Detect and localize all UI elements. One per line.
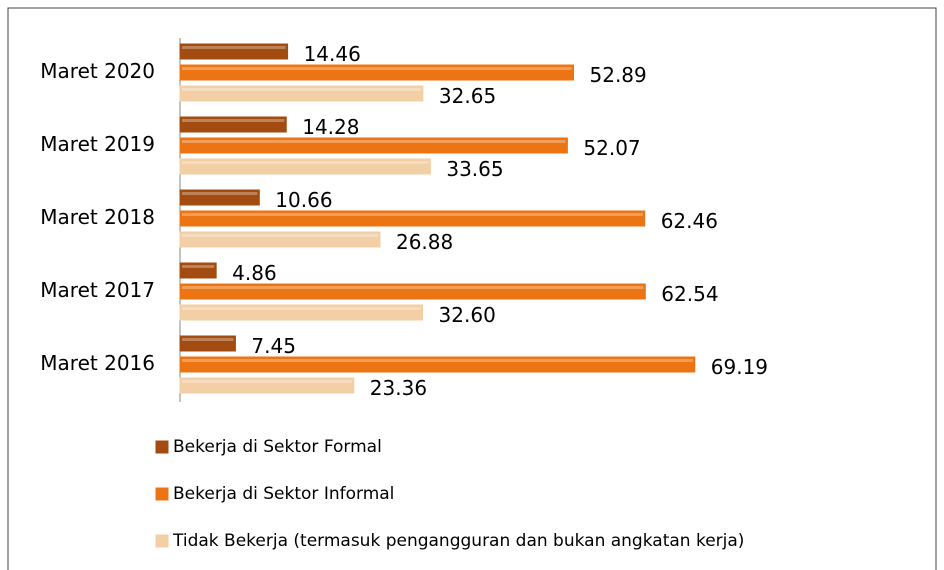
category-label: Maret 2018 — [40, 205, 155, 229]
bar-highlight — [182, 338, 234, 341]
value-label: 33.65 — [446, 157, 503, 181]
bar-highlight — [182, 265, 215, 268]
bar-highlight — [182, 88, 421, 91]
legend-swatch — [155, 440, 169, 454]
value-label: 14.46 — [304, 42, 361, 66]
bar-highlight — [182, 119, 285, 122]
value-label: 26.88 — [396, 230, 453, 254]
bar — [179, 231, 381, 248]
bar — [179, 304, 424, 321]
legend-label: Tidak Bekerja (termasuk pengangguran dan… — [172, 531, 744, 551]
bar-highlight — [182, 213, 643, 216]
bar — [179, 137, 568, 154]
bar — [179, 335, 236, 352]
bar-highlight — [182, 307, 421, 310]
bar — [179, 189, 260, 206]
value-label: 52.07 — [583, 136, 640, 160]
bar — [179, 85, 424, 102]
bar — [179, 43, 289, 60]
legend-swatch — [155, 534, 169, 548]
bar — [179, 262, 217, 279]
value-label: 23.36 — [370, 376, 427, 400]
bar-highlight — [182, 140, 566, 143]
bar-highlight — [182, 161, 429, 164]
bar-highlight — [182, 286, 644, 289]
bar — [179, 377, 355, 394]
value-label: 14.28 — [302, 115, 359, 139]
value-label: 52.89 — [590, 63, 647, 87]
bar — [179, 283, 646, 300]
value-label: 32.65 — [439, 84, 496, 108]
bar-highlight — [182, 46, 286, 49]
value-label: 62.46 — [661, 209, 718, 233]
bar-highlight — [182, 234, 378, 237]
bar-highlight — [182, 359, 693, 362]
category-label: Maret 2019 — [40, 132, 155, 156]
value-label: 10.66 — [275, 188, 332, 212]
bar — [179, 210, 646, 227]
bar-highlight — [182, 380, 352, 383]
value-label: 69.19 — [711, 355, 768, 379]
legend-label: Bekerja di Sektor Formal — [173, 437, 382, 457]
bar-highlight — [182, 67, 572, 70]
category-label: Maret 2017 — [40, 278, 155, 302]
value-label: 4.86 — [232, 261, 277, 285]
value-label: 7.45 — [251, 334, 296, 358]
bar — [179, 356, 696, 373]
bar — [179, 116, 287, 133]
bar — [179, 158, 431, 175]
value-label: 62.54 — [661, 282, 718, 306]
category-label: Maret 2016 — [40, 351, 155, 375]
legend-label: Bekerja di Sektor Informal — [173, 484, 394, 504]
category-label: Maret 2020 — [40, 59, 155, 83]
legend-swatch — [155, 487, 169, 501]
bar — [179, 64, 575, 81]
value-label: 32.60 — [439, 303, 496, 327]
bar-highlight — [182, 192, 258, 195]
